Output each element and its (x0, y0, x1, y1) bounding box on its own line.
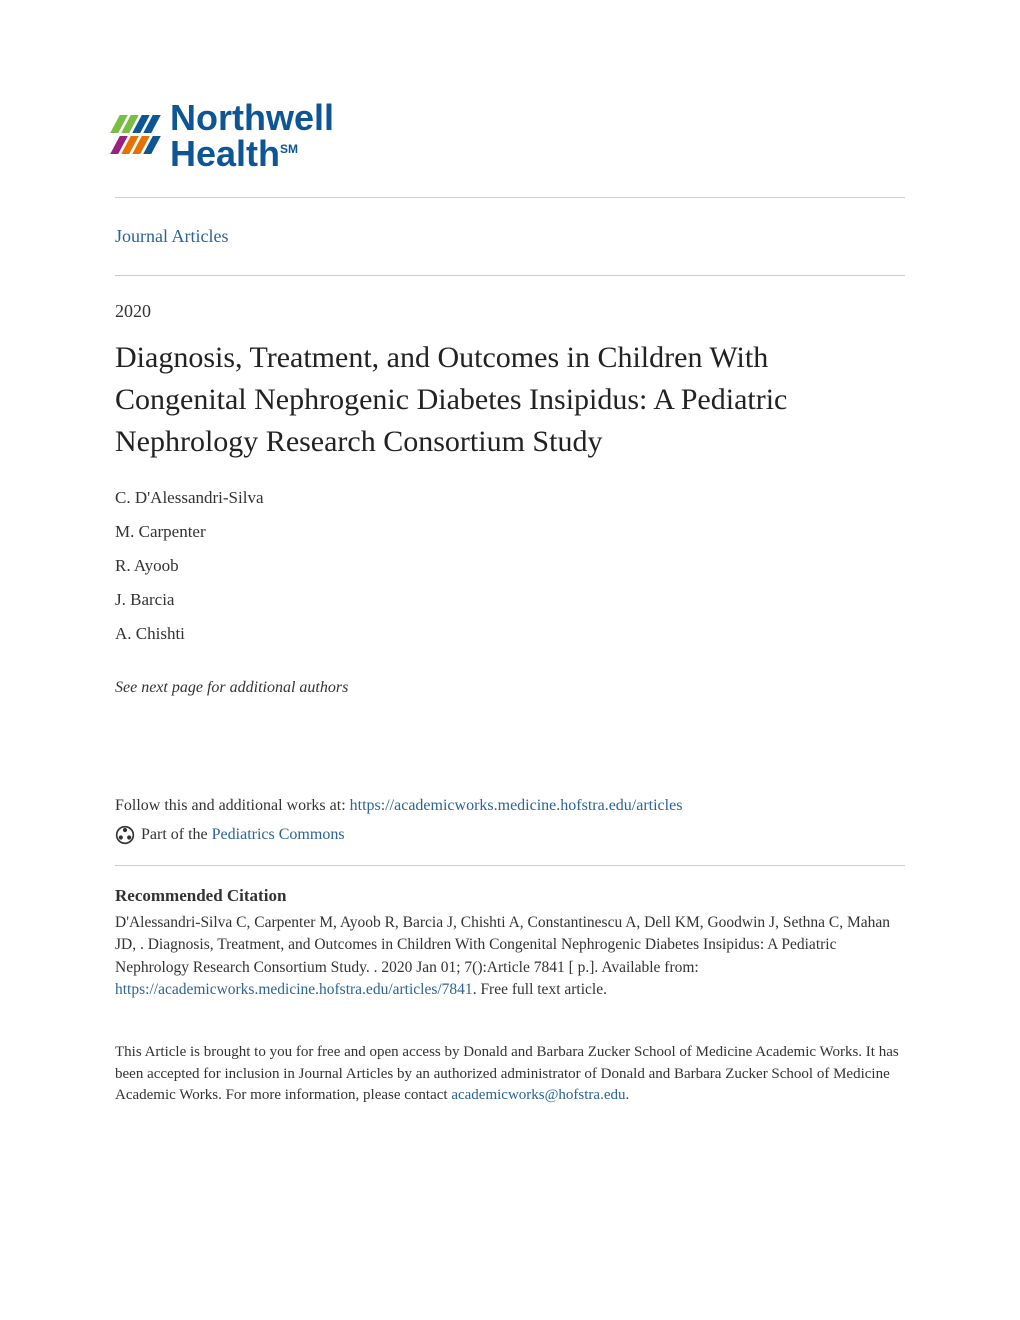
article-title: Diagnosis, Treatment, and Outcomes in Ch… (115, 337, 905, 463)
author: R. Ayoob (115, 556, 905, 576)
citation-text: D'Alessandri-Silva C, Carpenter M, Ayoob… (115, 912, 905, 1002)
footer-access-note: This Article is brought to you for free … (115, 1042, 905, 1107)
part-of-section: Part of the Pediatrics Commons (115, 825, 905, 845)
contact-email-link[interactable]: academicworks@hofstra.edu (451, 1087, 625, 1103)
author: C. D'Alessandri-Silva (115, 488, 905, 508)
see-next-page-note: See next page for additional authors (115, 679, 905, 697)
citation-url-link[interactable]: https://academicworks.medicine.hofstra.e… (115, 981, 473, 998)
logo-bars-icon (115, 115, 156, 157)
follow-works-section: Follow this and additional works at: htt… (115, 797, 905, 815)
logo: Northwell HealthSM (115, 100, 905, 172)
network-icon (115, 825, 135, 845)
follow-works-link[interactable]: https://academicworks.medicine.hofstra.e… (350, 797, 683, 814)
logo-line1: Northwell (170, 100, 334, 136)
divider (115, 865, 905, 866)
breadcrumb-journal-articles[interactable]: Journal Articles (115, 218, 905, 255)
divider (115, 275, 905, 276)
logo-line2: HealthSM (170, 136, 334, 172)
publication-year: 2020 (115, 301, 905, 322)
author-list: C. D'Alessandri-Silva M. Carpenter R. Ay… (115, 488, 905, 644)
author: A. Chishti (115, 624, 905, 644)
divider (115, 197, 905, 198)
recommended-citation-heading: Recommended Citation (115, 886, 905, 906)
author: M. Carpenter (115, 522, 905, 542)
part-of-text: Part of the Pediatrics Commons (141, 826, 345, 844)
logo-text: Northwell HealthSM (170, 100, 334, 172)
commons-link[interactable]: Pediatrics Commons (212, 826, 345, 843)
author: J. Barcia (115, 590, 905, 610)
